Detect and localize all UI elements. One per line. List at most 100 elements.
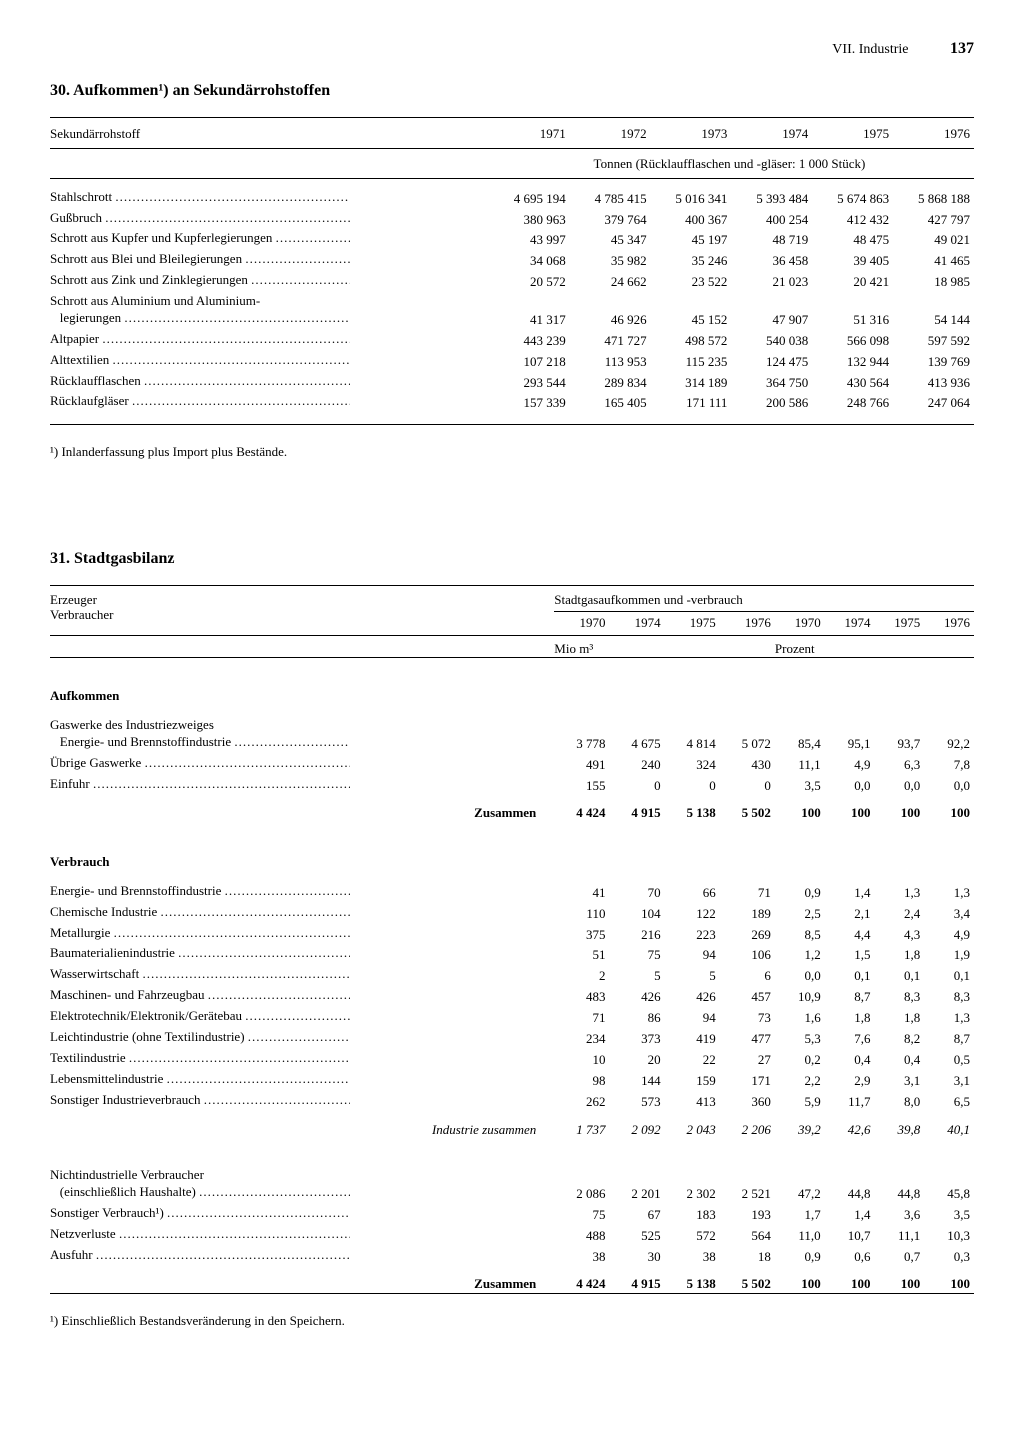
table-cell: 0 [665, 776, 720, 797]
table-cell: 2 043 [665, 1122, 720, 1139]
table-cell: 0,4 [825, 1050, 875, 1071]
row-label: (einschließlich Haushalte) .............… [50, 1184, 554, 1205]
t31-col-label-bottom: Verbraucher [50, 607, 114, 622]
table-cell: 98 [554, 1071, 609, 1092]
table-cell: 0,6 [825, 1247, 875, 1268]
table-cell: 0 [720, 776, 775, 797]
table-cell: 1,3 [924, 1008, 974, 1029]
table-cell: 100 [775, 1276, 825, 1293]
table-cell: 43 997 [489, 230, 570, 251]
row-label: Baumaterialienindustrie ................… [50, 945, 554, 966]
table-cell: 11,1 [775, 755, 825, 776]
row-label: Leichtindustrie (ohne Textilindustrie) .… [50, 1029, 554, 1050]
table-cell: 597 592 [893, 331, 974, 352]
t31-unit-pct: Prozent [775, 638, 974, 658]
t31-spanner: Stadtgasaufkommen und -verbrauch [554, 592, 974, 611]
t31-col-label-top: Erzeuger [50, 592, 97, 607]
table-cell: 2,2 [775, 1071, 825, 1092]
table-cell: 293 544 [489, 373, 570, 394]
table-cell: 360 [720, 1092, 775, 1113]
table-cell: 457 [720, 987, 775, 1008]
table-cell: 20 421 [812, 272, 893, 293]
table-cell: 426 [609, 987, 664, 1008]
table-31-footnote: ¹) Einschließlich Bestandsveränderung in… [50, 1314, 974, 1329]
table-cell: 1,8 [874, 945, 924, 966]
year-header: 1974 [731, 126, 812, 148]
table-cell: 4,4 [825, 925, 875, 946]
table-cell: 100 [825, 805, 875, 822]
row-label: Rücklaufgläser .........................… [50, 393, 489, 414]
table-cell: 525 [609, 1226, 664, 1247]
row-label: Netzverluste ...........................… [50, 1226, 554, 1247]
table-cell: 572 [665, 1226, 720, 1247]
year-header: 1971 [489, 126, 570, 148]
table-cell: 22 [665, 1050, 720, 1071]
table-cell: 100 [874, 805, 924, 822]
table-cell: 94 [665, 1008, 720, 1029]
row-label: Schrott aus Blei und Bleilegierungen ...… [50, 251, 489, 272]
table-cell: 86 [609, 1008, 664, 1029]
table-cell: 100 [775, 805, 825, 822]
table-cell: 5 016 341 [651, 189, 732, 210]
table-cell: 443 239 [489, 331, 570, 352]
table-cell: 0,4 [874, 1050, 924, 1071]
table-cell: 183 [665, 1205, 720, 1226]
table-cell: 540 038 [731, 331, 812, 352]
table-cell: 104 [609, 904, 664, 925]
table-cell: 4,9 [825, 755, 875, 776]
table-cell: 471 727 [570, 331, 651, 352]
table-cell: 3,6 [874, 1205, 924, 1226]
table-cell: 5 [609, 966, 664, 987]
table-cell: 5 868 188 [893, 189, 974, 210]
table-cell: 5 [665, 966, 720, 987]
table-cell: 247 064 [893, 393, 974, 414]
row-label: Textilindustrie ........................… [50, 1050, 554, 1071]
year-header: 1974 [609, 611, 664, 635]
table-cell: 289 834 [570, 373, 651, 394]
table-cell: 4,3 [874, 925, 924, 946]
year-header: 1972 [570, 126, 651, 148]
table-cell: 373 [609, 1029, 664, 1050]
table-cell: 70 [609, 883, 664, 904]
table-cell: 5 393 484 [731, 189, 812, 210]
table-cell: 6,3 [874, 755, 924, 776]
table-cell: 11,1 [874, 1226, 924, 1247]
table-cell: 35 246 [651, 251, 732, 272]
row-label: Maschinen- und Fahrzeugbau .............… [50, 987, 554, 1008]
table-cell: 2,5 [775, 904, 825, 925]
table-cell: 566 098 [812, 331, 893, 352]
table-cell: 6 [720, 966, 775, 987]
table-cell: 2,1 [825, 904, 875, 925]
table-cell: 0,9 [775, 1247, 825, 1268]
table-cell: 18 [720, 1247, 775, 1268]
table-cell: 41 [554, 883, 609, 904]
row-label: Energie- und Brennstoffindustrie .......… [50, 734, 554, 755]
table-31-title: 31. Stadtgasbilanz [50, 550, 974, 568]
table-cell: 379 764 [570, 210, 651, 231]
year-header: 1975 [812, 126, 893, 148]
t31-verbrauch-label: Verbrauch [50, 854, 554, 871]
table-cell: 38 [665, 1247, 720, 1268]
table-30-footnote: ¹) Inlanderfassung plus Import plus Best… [50, 445, 974, 460]
table-cell: 106 [720, 945, 775, 966]
table-cell: 4 915 [609, 805, 664, 822]
row-label: Gaswerke des Industriezweiges [50, 717, 554, 734]
table-cell: 0,9 [775, 883, 825, 904]
table-cell: 3 778 [554, 734, 609, 755]
table-cell: 75 [609, 945, 664, 966]
table-cell: 107 218 [489, 352, 570, 373]
table-cell: 3,5 [775, 776, 825, 797]
page-number: 137 [950, 40, 974, 57]
table-cell: 4 675 [609, 734, 664, 755]
table-cell: 1,8 [825, 1008, 875, 1029]
table-cell: 2,4 [874, 904, 924, 925]
table-cell: 216 [609, 925, 664, 946]
table-cell: 4 424 [554, 805, 609, 822]
table-cell: 364 750 [731, 373, 812, 394]
table-cell: 39,8 [874, 1122, 924, 1139]
table-cell: 27 [720, 1050, 775, 1071]
table-cell: 400 367 [651, 210, 732, 231]
table-cell: 3,1 [874, 1071, 924, 1092]
table-cell: 47 907 [731, 310, 812, 331]
table-cell: 35 982 [570, 251, 651, 272]
